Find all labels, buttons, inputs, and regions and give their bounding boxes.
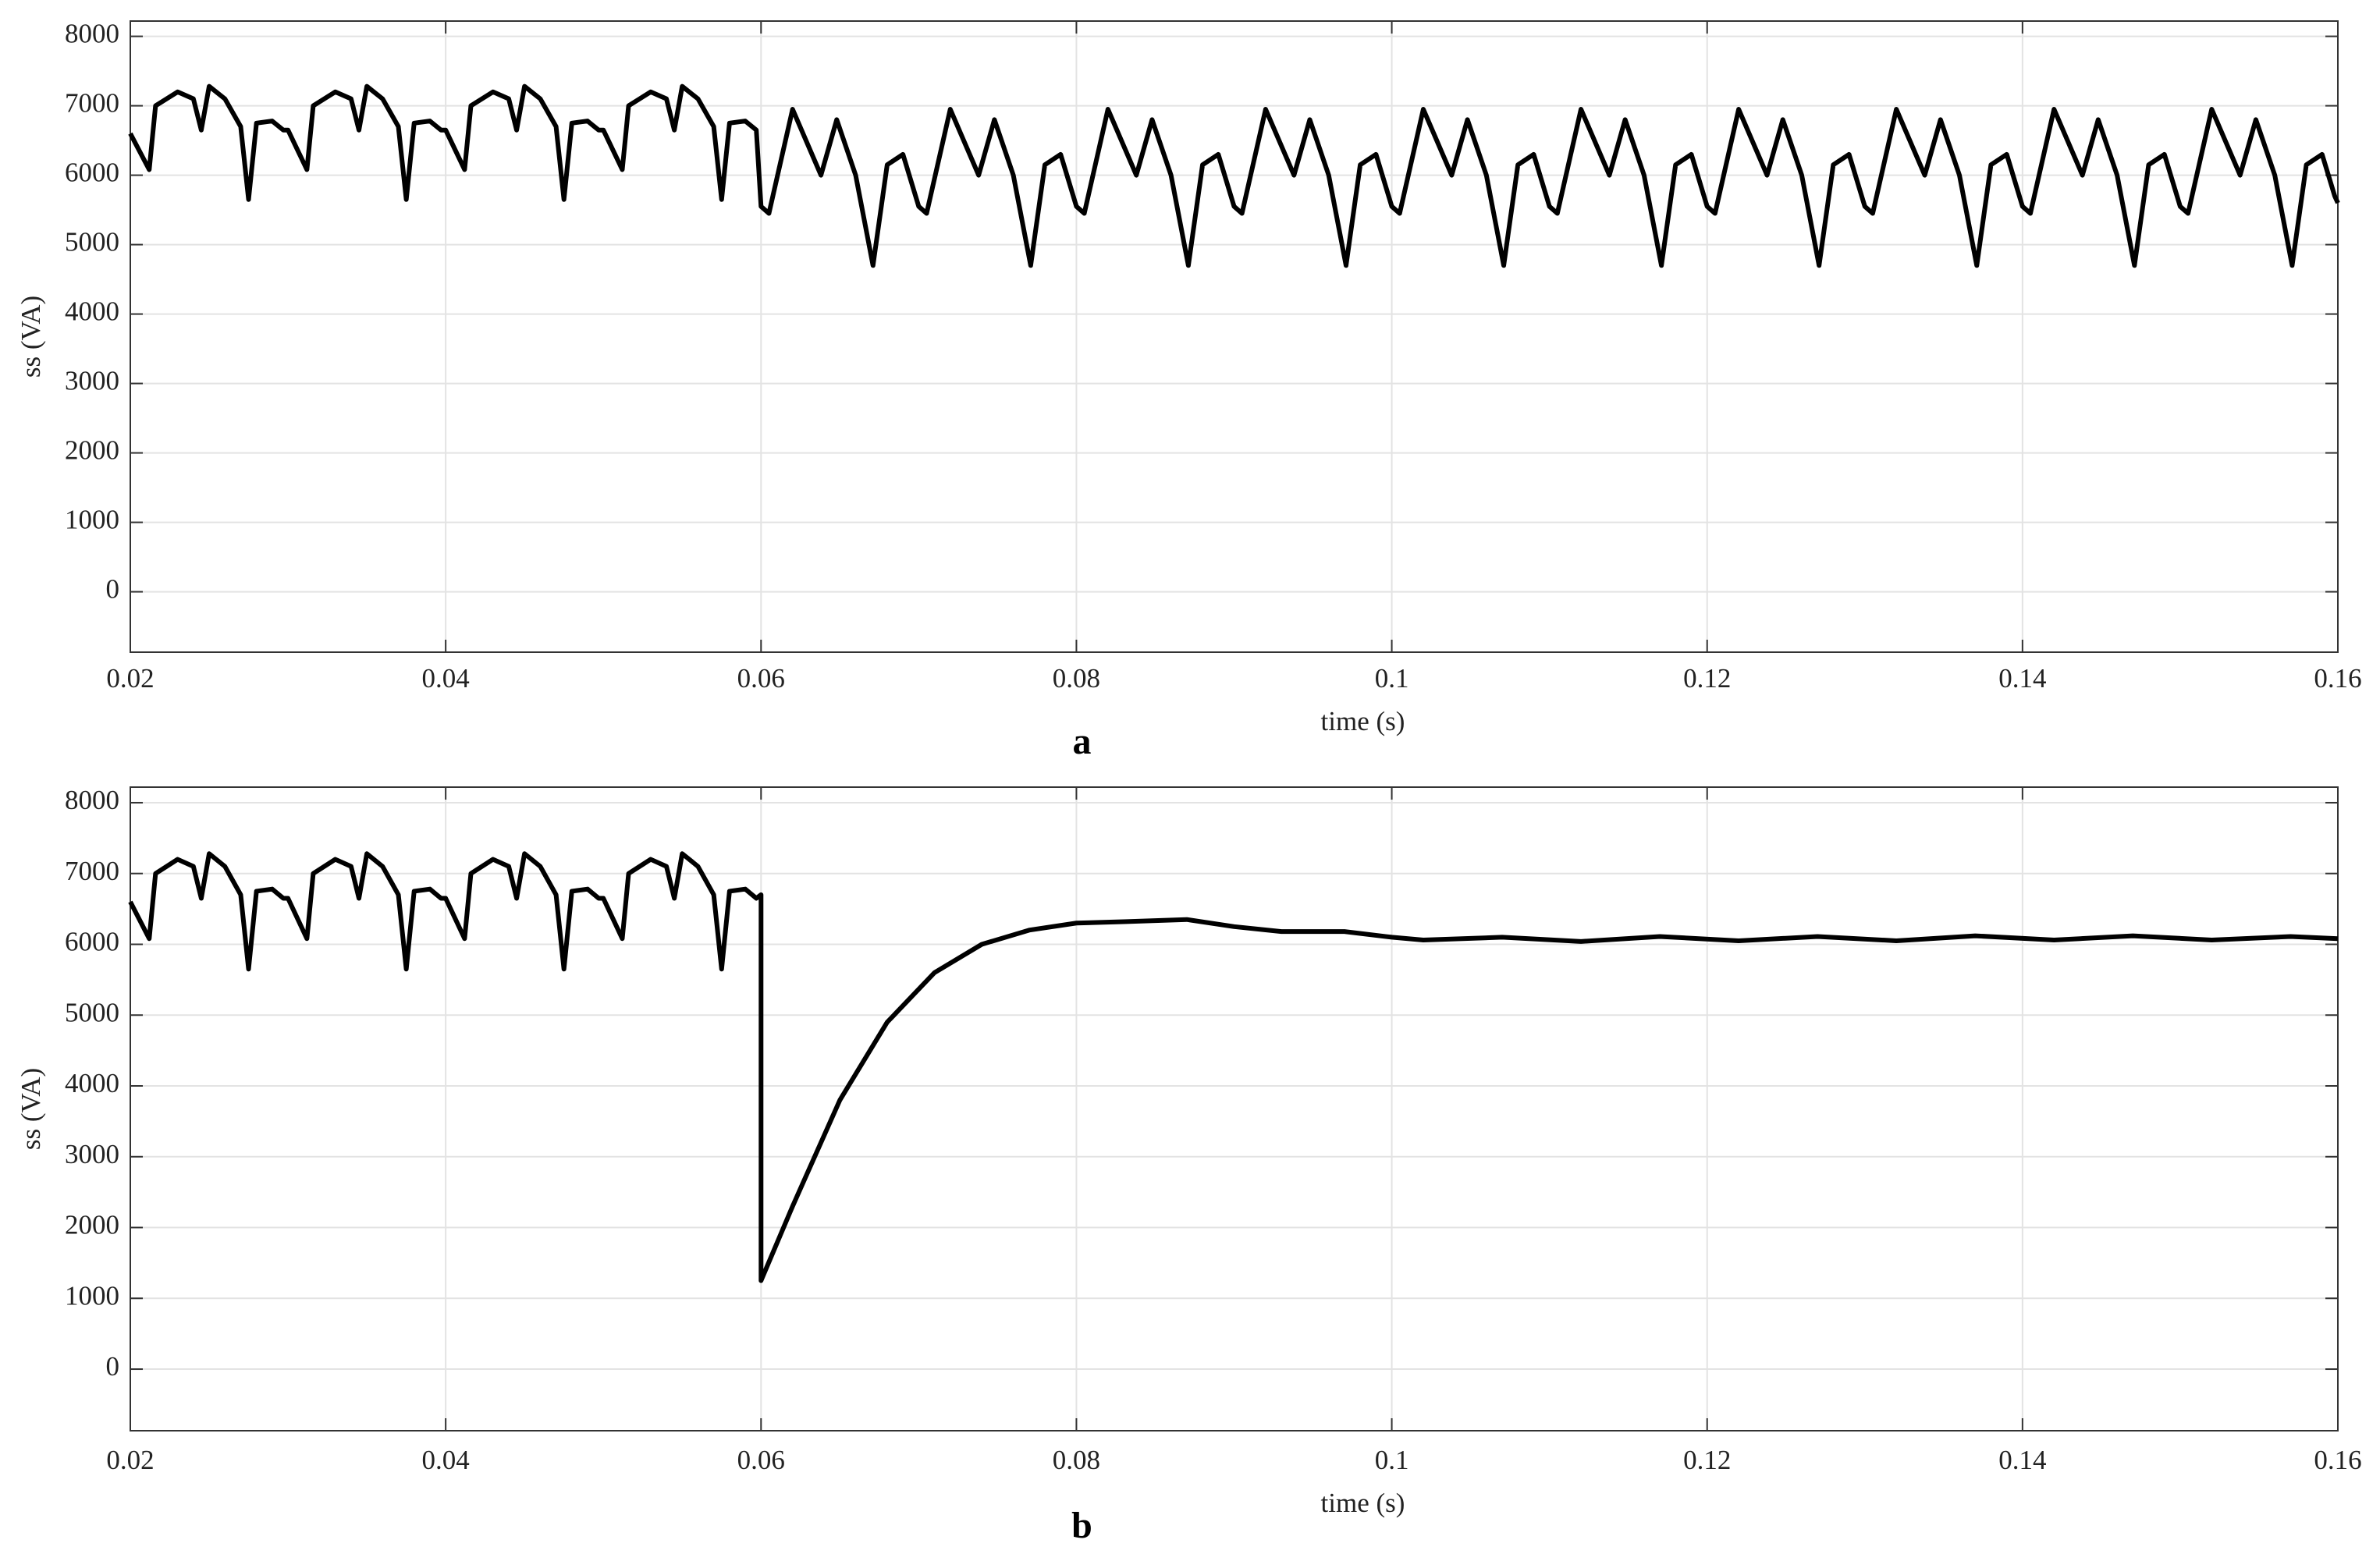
x-tick-label: 0.12 [1683,663,1731,694]
x-tick-label: 0.14 [1998,663,2046,694]
x-axis-label: time (s) [1321,706,1405,736]
y-tick-label: 5000 [65,227,119,257]
x-tick-label: 0.06 [737,663,785,694]
y-tick-label: 2000 [65,1210,119,1240]
x-tick-label: 0.02 [106,1445,154,1475]
x-tick-label: 0.04 [422,663,470,694]
x-tick-label: 0.04 [422,1445,470,1475]
y-tick-label: 4000 [65,296,119,327]
y-tick-label: 7000 [65,856,119,886]
x-tick-label: 0.08 [1053,663,1100,694]
x-axis-label: time (s) [1321,1488,1405,1518]
panel-label: a [1073,721,1092,762]
plot-frame [130,20,2339,653]
y-tick-label: 1000 [65,505,119,535]
x-tick-label: 0.08 [1053,1445,1100,1475]
y-tick-label: 4000 [65,1068,119,1098]
y-tick-label: 1000 [65,1280,119,1311]
x-tick-label: 0.1 [1375,1445,1409,1475]
y-tick-label: 3000 [65,366,119,396]
y-axis-label: ss (VA) [16,296,46,378]
x-tick-label: 0.06 [737,1445,785,1475]
y-tick-label: 2000 [65,435,119,466]
y-tick-label: 6000 [65,927,119,957]
plot-frame [130,786,2339,1432]
plot-area [130,787,2338,1431]
y-tick-label: 6000 [65,158,119,188]
plot-area [130,21,2338,652]
y-axis-label: ss (VA) [16,1068,46,1150]
x-tick-label: 0.12 [1683,1445,1731,1475]
y-tick-label: 8000 [65,785,119,815]
y-tick-label: 0 [106,1351,120,1382]
x-tick-label: 0.16 [2314,1445,2361,1475]
x-tick-label: 0.16 [2314,663,2361,694]
y-tick-label: 8000 [65,19,119,49]
x-tick-label: 0.1 [1375,663,1409,694]
panel-label: b [1071,1505,1092,1546]
y-tick-label: 3000 [65,1139,119,1169]
data-line [128,851,2339,1283]
x-tick-label: 0.14 [1998,1445,2046,1475]
data-line [128,83,2340,268]
x-tick-label: 0.02 [106,663,154,694]
y-tick-label: 0 [106,574,120,605]
y-tick-label: 5000 [65,997,119,1027]
y-tick-label: 7000 [65,88,119,119]
